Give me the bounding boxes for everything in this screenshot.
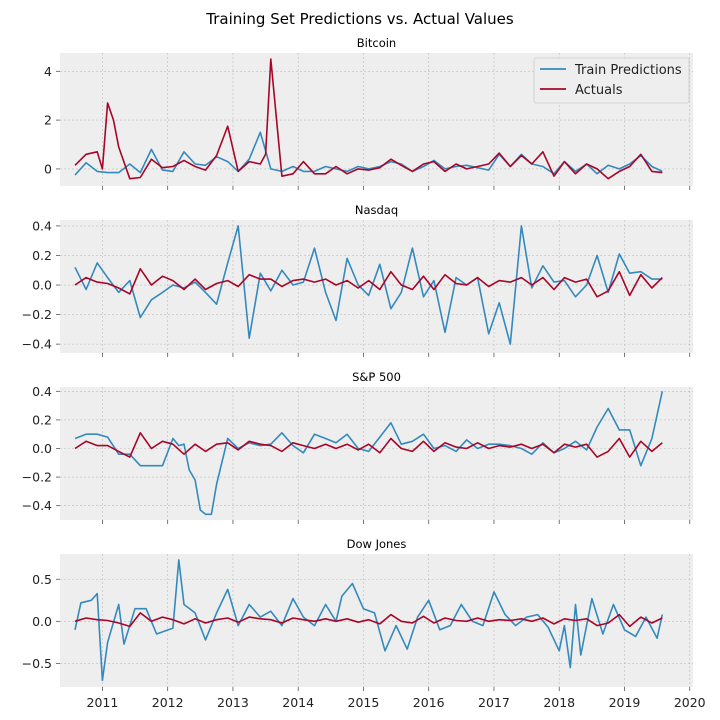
panel-title: S&P 500: [352, 370, 401, 384]
y-tick-label: 0.5: [32, 572, 52, 587]
series-line-actuals: [74, 267, 663, 298]
x-tick-label: 2018: [543, 695, 575, 710]
y-tick-label: −0.2: [22, 307, 52, 322]
y-tick-label: 0.0: [32, 278, 52, 293]
panel-title: Dow Jones: [347, 537, 407, 551]
y-tick-label: 0.0: [32, 614, 52, 629]
panel-dow-jones: Dow Jones 0.5 0.0 −0.5 2011 2012 2013 2014 2015 2…: [22, 537, 706, 710]
series-line-train-predictions: [74, 225, 663, 345]
y-tick-label: −0.5: [22, 656, 52, 671]
panel-nasdaq: Nasdaq 0.4 0.2 0.0 −0.2 −0.4: [22, 203, 693, 357]
legend-label-train: Train Predictions: [574, 63, 682, 78]
legend-label-actual: Actuals: [575, 83, 623, 98]
y-tick-label: 2: [44, 113, 52, 128]
x-tick-label: 2017: [478, 695, 510, 710]
y-tick-label: 0.4: [32, 218, 52, 233]
figure-title: Training Set Predictions vs. Actual Valu…: [206, 10, 514, 28]
y-tick-label: −0.4: [22, 337, 52, 352]
series-line-actuals: [74, 431, 663, 458]
panel-title: Nasdaq: [355, 203, 398, 217]
x-tick-label: 2019: [609, 695, 641, 710]
y-tick-label: 0.2: [32, 412, 52, 427]
x-tick-label: 2014: [282, 695, 314, 710]
panel-title: Bitcoin: [357, 36, 396, 50]
panel-s-p-500: S&P 500 0.4 0.2 0.0 −0.2 −0.4: [22, 370, 693, 524]
y-tick-label: 0.4: [32, 384, 52, 399]
y-tick-label: −0.2: [22, 470, 52, 485]
y-tick-label: 0: [44, 161, 52, 176]
x-tick-label: 2013: [217, 695, 249, 710]
plot-area: [60, 387, 693, 520]
x-tick-label: 2016: [413, 695, 445, 710]
y-tick-label: 0.2: [32, 248, 52, 263]
series-line-actuals: [74, 612, 663, 628]
series-line-train-predictions: [74, 559, 664, 682]
x-tick-label: 2020: [674, 695, 706, 710]
y-tick-label: 0.0: [32, 441, 52, 456]
x-tick-label: 2015: [348, 695, 380, 710]
series-line-train-predictions: [74, 391, 664, 516]
y-tick-label: 4: [44, 64, 52, 79]
y-tick-label: −0.4: [22, 498, 52, 513]
series-line-actuals: [74, 58, 663, 180]
x-tick-label: 2011: [87, 695, 119, 710]
legend-box: [533, 57, 690, 104]
x-tick-label: 2012: [152, 695, 184, 710]
legend: Train Predictions Actuals: [533, 57, 690, 104]
